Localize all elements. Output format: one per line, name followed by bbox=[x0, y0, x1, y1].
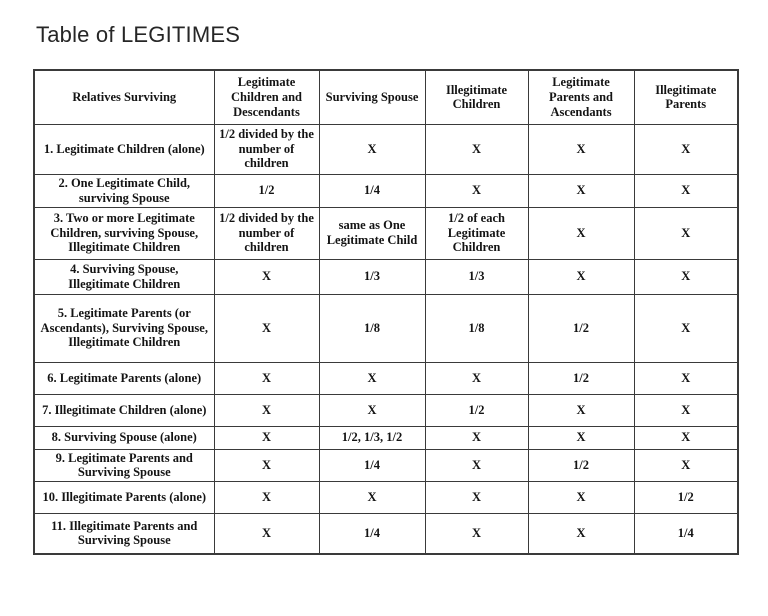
table-cell: 1/2 bbox=[213, 173, 320, 208]
table-cell: X bbox=[527, 425, 635, 450]
table-row: 11. Illegitimate Parents and Surviving S… bbox=[33, 513, 739, 554]
column-header-illegitimate-parents: Illegitimate Parents bbox=[633, 69, 739, 125]
table-cell: X bbox=[424, 448, 529, 482]
column-header-legitimate-children: Legitimate Children and Descendants bbox=[213, 69, 320, 125]
table-cell: X bbox=[633, 258, 739, 295]
column-header-relatives-surviving: Relatives Surviving bbox=[33, 69, 215, 125]
table-cell: X bbox=[213, 513, 320, 554]
table-cell: X bbox=[633, 361, 739, 395]
table-cell: 1/3 bbox=[318, 258, 426, 295]
table-cell: 1/8 bbox=[318, 293, 426, 363]
column-header-surviving-spouse: Surviving Spouse bbox=[318, 69, 426, 125]
row-label: 9. Legitimate Parents and Surviving Spou… bbox=[33, 448, 215, 482]
table-cell: 1/4 bbox=[633, 513, 739, 554]
table-cell: same as One Legitimate Child bbox=[318, 206, 426, 260]
table-row: 2. One Legitimate Child, surviving Spous… bbox=[33, 173, 739, 208]
table-cell: X bbox=[527, 123, 635, 175]
table-cell: X bbox=[527, 513, 635, 554]
table-row: 7. Illegitimate Children (alone) X X 1/2… bbox=[33, 393, 739, 427]
table-cell: X bbox=[213, 258, 320, 295]
table-cell: 1/2 of each Legitimate Children bbox=[424, 206, 529, 260]
table-cell: X bbox=[424, 425, 529, 450]
table-cell: X bbox=[424, 481, 529, 514]
table-row: 10. Illegitimate Parents (alone) X X X X… bbox=[33, 481, 739, 514]
row-label: 5. Legitimate Parents (or Ascendants), S… bbox=[33, 293, 215, 363]
table-cell: 1/2 bbox=[633, 481, 739, 514]
table-cell: X bbox=[424, 123, 529, 175]
row-label: 2. One Legitimate Child, surviving Spous… bbox=[33, 173, 215, 208]
table-row: 1. Legitimate Children (alone) 1/2 divid… bbox=[33, 123, 739, 175]
table-row: 9. Legitimate Parents and Surviving Spou… bbox=[33, 448, 739, 482]
table-cell: 1/2 bbox=[424, 393, 529, 427]
table-cell: X bbox=[633, 206, 739, 260]
row-label: 1. Legitimate Children (alone) bbox=[33, 123, 215, 175]
table-row: 4. Surviving Spouse, Illegitimate Childr… bbox=[33, 258, 739, 295]
table-cell: X bbox=[633, 393, 739, 427]
table-cell: 1/4 bbox=[318, 513, 426, 554]
table-cell: 1/2, 1/3, 1/2 bbox=[318, 425, 426, 450]
table-cell: X bbox=[213, 293, 320, 363]
page-title: Table of LEGITIMES bbox=[36, 22, 241, 47]
table-cell: X bbox=[527, 393, 635, 427]
table-cell: X bbox=[633, 123, 739, 175]
table-cell: X bbox=[318, 123, 426, 175]
table-cell: X bbox=[213, 361, 320, 395]
table-cell: 1/4 bbox=[318, 448, 426, 482]
table-cell: X bbox=[633, 173, 739, 208]
table-cell: X bbox=[633, 293, 739, 363]
row-label: 8. Surviving Spouse (alone) bbox=[33, 425, 215, 450]
legitimes-table: Relatives Surviving Legitimate Children … bbox=[33, 69, 739, 555]
table-cell: X bbox=[213, 448, 320, 482]
table-row: 8. Surviving Spouse (alone) X 1/2, 1/3, … bbox=[33, 425, 739, 450]
table-cell: X bbox=[213, 481, 320, 514]
table-cell: X bbox=[318, 361, 426, 395]
table-cell: X bbox=[527, 258, 635, 295]
table-cell: 1/2 bbox=[527, 448, 635, 482]
table-cell: X bbox=[318, 393, 426, 427]
table-cell: X bbox=[424, 173, 529, 208]
table-cell: 1/2 divided by the number of children bbox=[213, 206, 320, 260]
row-label: 6. Legitimate Parents (alone) bbox=[33, 361, 215, 395]
table-cell: X bbox=[527, 206, 635, 260]
table-cell: X bbox=[424, 513, 529, 554]
row-label: 10. Illegitimate Parents (alone) bbox=[33, 481, 215, 514]
row-label: 11. Illegitimate Parents and Surviving S… bbox=[33, 513, 215, 554]
table-cell: 1/8 bbox=[424, 293, 529, 363]
row-label: 3. Two or more Legitimate Children, surv… bbox=[33, 206, 215, 260]
row-label: 4. Surviving Spouse, Illegitimate Childr… bbox=[33, 258, 215, 295]
row-label: 7. Illegitimate Children (alone) bbox=[33, 393, 215, 427]
table-cell: 1/3 bbox=[424, 258, 529, 295]
column-header-legitimate-parents: Legitimate Parents and Ascendants bbox=[527, 69, 635, 125]
table-cell: X bbox=[318, 481, 426, 514]
header-row: Relatives Surviving Legitimate Children … bbox=[33, 69, 739, 125]
table-cell: X bbox=[213, 425, 320, 450]
column-header-illegitimate-children: Illegitimate Children bbox=[424, 69, 529, 125]
table-cell: X bbox=[633, 448, 739, 482]
table-cell: 1/2 divided by the number of children bbox=[213, 123, 320, 175]
table-cell: X bbox=[213, 393, 320, 427]
table-cell: 1/4 bbox=[318, 173, 426, 208]
table-cell: 1/2 bbox=[527, 361, 635, 395]
table-cell: 1/2 bbox=[527, 293, 635, 363]
table-cell: X bbox=[527, 173, 635, 208]
table-cell: X bbox=[527, 481, 635, 514]
table-cell: X bbox=[633, 425, 739, 450]
table-row: 6. Legitimate Parents (alone) X X X 1/2 … bbox=[33, 361, 739, 395]
table-row: 5. Legitimate Parents (or Ascendants), S… bbox=[33, 293, 739, 363]
table-cell: X bbox=[424, 361, 529, 395]
table-row: 3. Two or more Legitimate Children, surv… bbox=[33, 206, 739, 260]
